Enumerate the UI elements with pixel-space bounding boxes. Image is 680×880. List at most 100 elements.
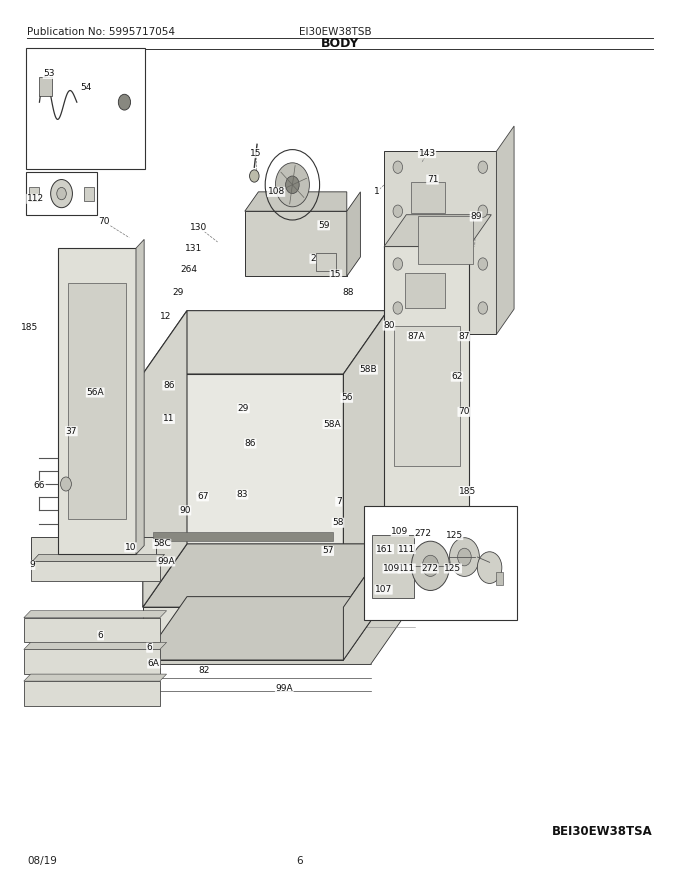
Bar bbox=[496, 572, 503, 585]
Polygon shape bbox=[343, 311, 388, 607]
Circle shape bbox=[411, 541, 449, 590]
Circle shape bbox=[478, 205, 488, 217]
Text: 112: 112 bbox=[27, 194, 44, 203]
Text: 53: 53 bbox=[44, 70, 54, 78]
Text: 264: 264 bbox=[181, 265, 198, 274]
Circle shape bbox=[286, 176, 299, 194]
Text: 56A: 56A bbox=[86, 388, 104, 397]
Text: 9: 9 bbox=[29, 561, 35, 569]
Text: 7: 7 bbox=[336, 497, 341, 506]
Circle shape bbox=[478, 302, 488, 314]
Polygon shape bbox=[31, 537, 156, 563]
Bar bbox=[364, 506, 517, 620]
Polygon shape bbox=[143, 311, 187, 607]
Text: 57: 57 bbox=[322, 546, 333, 555]
Text: 99A: 99A bbox=[275, 684, 293, 693]
Text: BODY: BODY bbox=[321, 37, 359, 49]
Text: Publication No: 5995717054: Publication No: 5995717054 bbox=[27, 26, 175, 37]
Text: 6A: 6A bbox=[148, 659, 160, 668]
Text: 185: 185 bbox=[21, 323, 39, 332]
Polygon shape bbox=[384, 246, 469, 528]
Bar bbox=[405, 273, 445, 308]
Text: 11: 11 bbox=[163, 414, 174, 423]
Text: 70: 70 bbox=[458, 407, 469, 416]
Circle shape bbox=[118, 94, 131, 110]
Polygon shape bbox=[496, 126, 514, 334]
Text: 89: 89 bbox=[471, 212, 481, 221]
Text: 88: 88 bbox=[343, 288, 354, 297]
Text: 54: 54 bbox=[80, 84, 91, 92]
Bar bbox=[39, 77, 52, 96]
Text: 29: 29 bbox=[238, 404, 249, 413]
Text: 130: 130 bbox=[190, 223, 207, 231]
Text: 87A: 87A bbox=[407, 332, 425, 341]
Text: 86: 86 bbox=[245, 439, 256, 448]
Text: 58B: 58B bbox=[360, 365, 377, 374]
Polygon shape bbox=[143, 311, 388, 374]
Text: EI30EW38TSB: EI30EW38TSB bbox=[299, 26, 372, 37]
Polygon shape bbox=[347, 192, 360, 276]
Circle shape bbox=[422, 555, 439, 576]
Text: 82: 82 bbox=[199, 666, 209, 675]
Text: 59: 59 bbox=[318, 221, 329, 230]
Text: 15: 15 bbox=[250, 149, 261, 158]
Polygon shape bbox=[194, 315, 384, 539]
Polygon shape bbox=[143, 607, 343, 660]
Text: 62: 62 bbox=[452, 372, 462, 381]
Text: 56: 56 bbox=[341, 393, 352, 402]
Text: 6: 6 bbox=[98, 631, 103, 640]
Circle shape bbox=[478, 161, 488, 173]
Text: 70: 70 bbox=[99, 217, 109, 226]
Polygon shape bbox=[136, 239, 144, 554]
Text: 6: 6 bbox=[147, 643, 152, 652]
Polygon shape bbox=[24, 649, 160, 674]
Polygon shape bbox=[24, 611, 167, 618]
Polygon shape bbox=[24, 674, 167, 681]
Bar bbox=[418, 216, 473, 264]
Text: 143: 143 bbox=[418, 149, 436, 158]
Text: 161: 161 bbox=[376, 545, 394, 554]
Bar bbox=[411, 182, 445, 213]
Circle shape bbox=[275, 163, 309, 207]
Text: 83: 83 bbox=[237, 490, 248, 499]
Polygon shape bbox=[31, 554, 165, 563]
Circle shape bbox=[50, 180, 72, 208]
Polygon shape bbox=[143, 544, 388, 607]
Text: 99A: 99A bbox=[157, 557, 175, 566]
Circle shape bbox=[458, 548, 471, 566]
Circle shape bbox=[393, 302, 403, 314]
Polygon shape bbox=[153, 532, 333, 541]
Polygon shape bbox=[58, 248, 136, 554]
Text: 109: 109 bbox=[383, 564, 401, 573]
Text: 2: 2 bbox=[310, 254, 316, 263]
Circle shape bbox=[449, 538, 479, 576]
Text: 86: 86 bbox=[163, 381, 174, 390]
Text: 37: 37 bbox=[66, 427, 77, 436]
Text: 87: 87 bbox=[458, 332, 469, 341]
Polygon shape bbox=[384, 215, 491, 246]
Polygon shape bbox=[245, 211, 347, 276]
Text: 272: 272 bbox=[421, 564, 438, 573]
Text: 272: 272 bbox=[414, 529, 431, 538]
Polygon shape bbox=[343, 544, 388, 660]
Polygon shape bbox=[143, 597, 388, 660]
Text: 125: 125 bbox=[444, 564, 462, 573]
Circle shape bbox=[393, 205, 403, 217]
Circle shape bbox=[393, 258, 403, 270]
Polygon shape bbox=[24, 618, 160, 642]
Polygon shape bbox=[143, 374, 343, 607]
Polygon shape bbox=[245, 192, 347, 211]
Polygon shape bbox=[24, 642, 167, 649]
Text: 12: 12 bbox=[160, 312, 171, 321]
Text: 58: 58 bbox=[333, 518, 343, 527]
Polygon shape bbox=[129, 601, 415, 664]
Text: 1: 1 bbox=[374, 187, 379, 196]
Text: 6: 6 bbox=[296, 855, 303, 866]
Polygon shape bbox=[384, 151, 496, 334]
Text: 58C: 58C bbox=[153, 539, 171, 548]
Bar bbox=[26, 48, 145, 169]
Text: 111: 111 bbox=[398, 545, 415, 554]
Bar bbox=[29, 187, 39, 201]
Text: 109: 109 bbox=[391, 527, 409, 536]
Text: 71: 71 bbox=[427, 175, 438, 184]
